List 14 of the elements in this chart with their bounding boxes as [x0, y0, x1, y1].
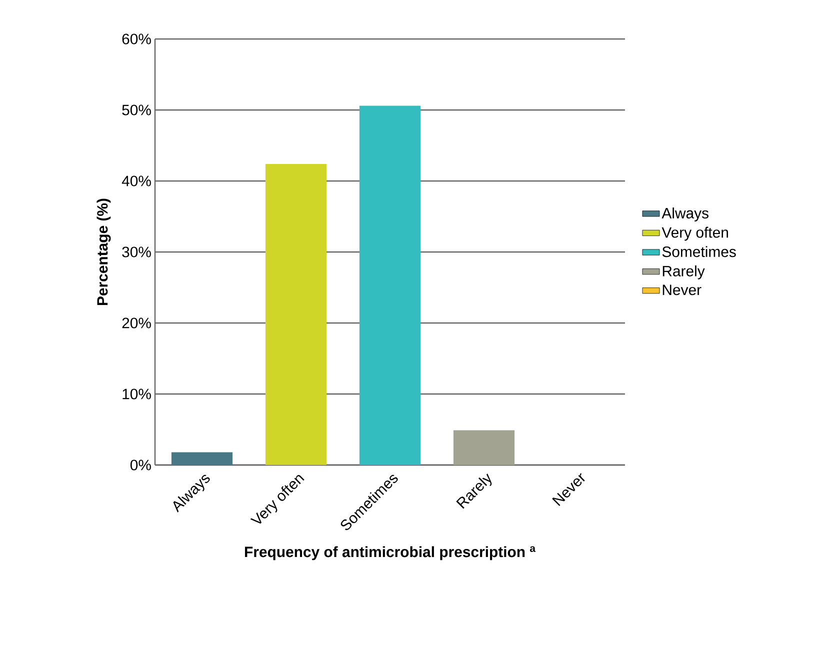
y-tick-label: 50%: [122, 104, 151, 116]
y-tick-label: 10%: [122, 388, 151, 400]
legend-label: Always: [662, 208, 708, 222]
x-axis-title: Frequency of antimicrobial prescription $^{a}$: [245, 546, 536, 560]
legend-label: Very often: [662, 226, 728, 241]
y-axis-title: Percentage (%): [96, 198, 111, 305]
legend-label: Never: [662, 284, 702, 296]
y-tick-label: 40%: [122, 176, 151, 186]
y-tick-label: 0%: [130, 460, 151, 470]
y-tick-label: 30%: [122, 246, 151, 258]
legend-label: Rarely: [662, 265, 705, 280]
y-tick-label: 60%: [122, 34, 151, 44]
legend-label: Sometimes: [662, 246, 736, 258]
y-tick-label: 20%: [122, 318, 151, 328]
